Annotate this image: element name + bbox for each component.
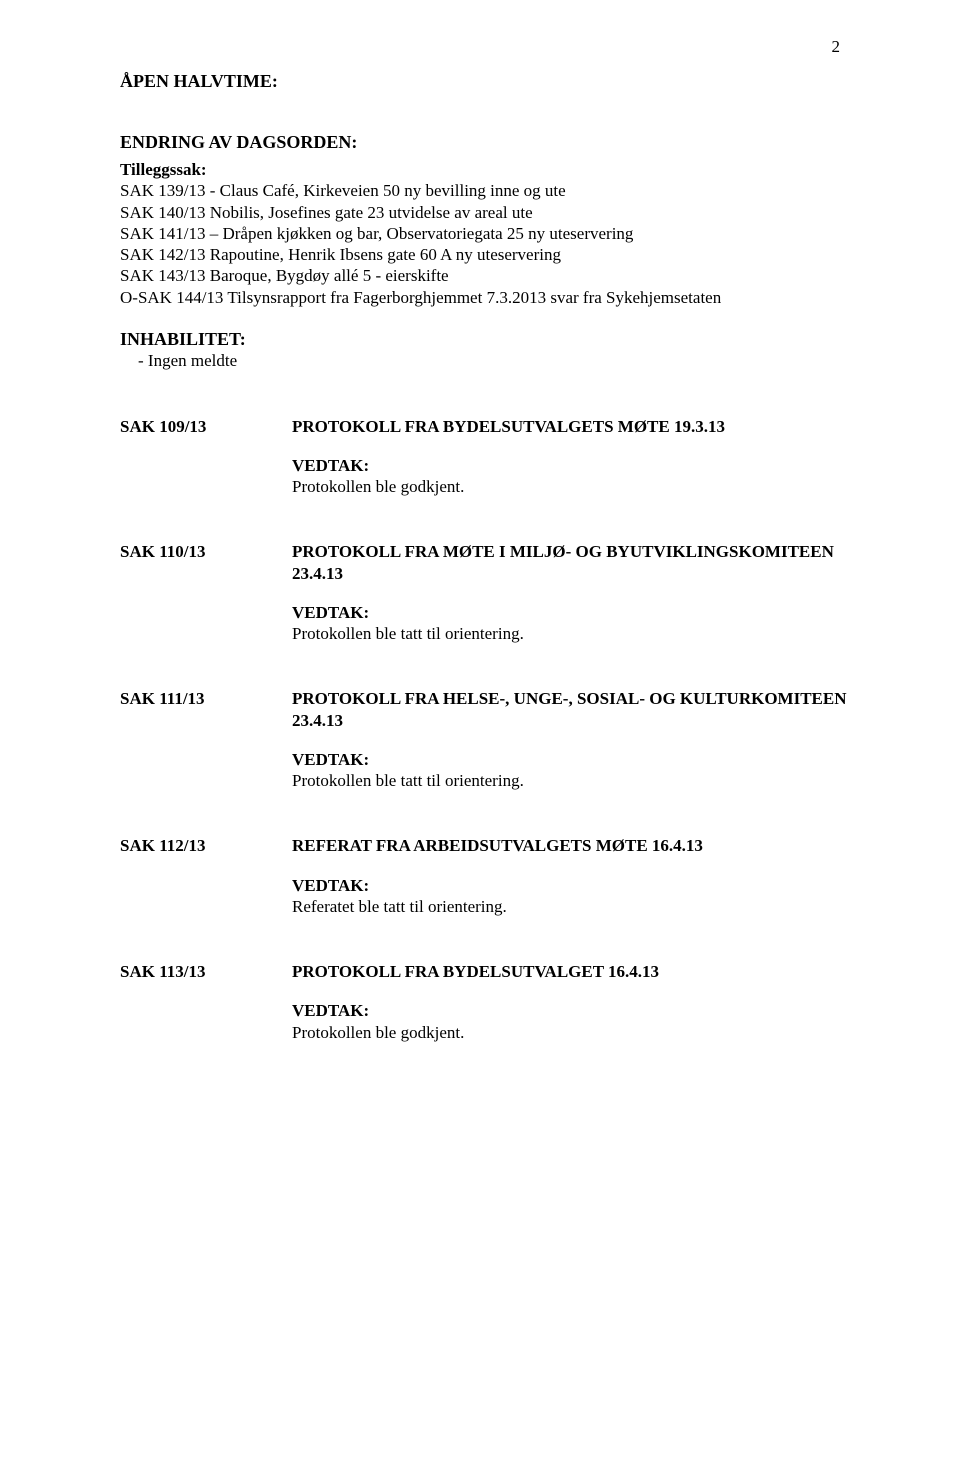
vedtak-block: VEDTAK: Protokollen ble godkjent. bbox=[292, 455, 850, 498]
inhabilitet-label: INHABILITET: bbox=[120, 328, 850, 351]
vedtak-block: VEDTAK: Referatet ble tatt til orienteri… bbox=[292, 875, 850, 918]
sak-row: SAK 110/13 PROTOKOLL FRA MØTE I MILJØ- O… bbox=[120, 541, 850, 584]
page-number: 2 bbox=[832, 36, 841, 57]
vedtak-block: VEDTAK: Protokollen ble tatt til oriente… bbox=[292, 602, 850, 645]
sak-title: PROTOKOLL FRA BYDELSUTVALGET 16.4.13 bbox=[292, 961, 659, 982]
vedtak-text: Referatet ble tatt til orientering. bbox=[292, 896, 850, 917]
sak-id: SAK 110/13 bbox=[120, 541, 292, 562]
sak-row: SAK 112/13 REFERAT FRA ARBEIDSUTVALGETS … bbox=[120, 835, 850, 856]
inhabilitet-text: Ingen meldte bbox=[150, 350, 850, 371]
sak-row: SAK 111/13 PROTOKOLL FRA HELSE-, UNGE-, … bbox=[120, 688, 850, 731]
sak-row: SAK 109/13 PROTOKOLL FRA BYDELSUTVALGETS… bbox=[120, 416, 850, 437]
sak-block: SAK 111/13 PROTOKOLL FRA HELSE-, UNGE-, … bbox=[120, 688, 850, 791]
vedtak-text: Protokollen ble tatt til orientering. bbox=[292, 770, 850, 791]
tillegg-line: SAK 140/13 Nobilis, Josefines gate 23 ut… bbox=[120, 202, 850, 223]
sak-block: SAK 110/13 PROTOKOLL FRA MØTE I MILJØ- O… bbox=[120, 541, 850, 644]
vedtak-label: VEDTAK: bbox=[292, 602, 850, 623]
sak-title: PROTOKOLL FRA BYDELSUTVALGETS MØTE 19.3.… bbox=[292, 416, 725, 437]
vedtak-text: Protokollen ble godkjent. bbox=[292, 476, 850, 497]
sak-block: SAK 109/13 PROTOKOLL FRA BYDELSUTVALGETS… bbox=[120, 416, 850, 498]
sak-id: SAK 111/13 bbox=[120, 688, 292, 709]
sak-block: SAK 113/13 PROTOKOLL FRA BYDELSUTVALGET … bbox=[120, 961, 850, 1043]
heading-agenda-change: ENDRING AV DAGSORDEN: bbox=[120, 131, 850, 154]
sak-id: SAK 112/13 bbox=[120, 835, 292, 856]
tillegg-line: SAK 143/13 Baroque, Bygdøy allé 5 - eier… bbox=[120, 265, 850, 286]
sak-title: PROTOKOLL FRA HELSE-, UNGE-, SOSIAL- OG … bbox=[292, 688, 850, 731]
vedtak-block: VEDTAK: Protokollen ble godkjent. bbox=[292, 1000, 850, 1043]
tilleggssak-label: Tilleggssak: bbox=[120, 159, 850, 180]
sak-title: PROTOKOLL FRA MØTE I MILJØ- OG BYUTVIKLI… bbox=[292, 541, 850, 584]
vedtak-text: Protokollen ble tatt til orientering. bbox=[292, 623, 850, 644]
vedtak-block: VEDTAK: Protokollen ble tatt til oriente… bbox=[292, 749, 850, 792]
sak-row: SAK 113/13 PROTOKOLL FRA BYDELSUTVALGET … bbox=[120, 961, 850, 982]
vedtak-text: Protokollen ble godkjent. bbox=[292, 1022, 850, 1043]
vedtak-label: VEDTAK: bbox=[292, 875, 850, 896]
heading-open-halftime: ÅPEN HALVTIME: bbox=[120, 70, 850, 93]
tillegg-line: SAK 142/13 Rapoutine, Henrik Ibsens gate… bbox=[120, 244, 850, 265]
sak-id: SAK 113/13 bbox=[120, 961, 292, 982]
tillegg-line: SAK 139/13 - Claus Café, Kirkeveien 50 n… bbox=[120, 180, 850, 201]
sak-block: SAK 112/13 REFERAT FRA ARBEIDSUTVALGETS … bbox=[120, 835, 850, 917]
sak-title: REFERAT FRA ARBEIDSUTVALGETS MØTE 16.4.1… bbox=[292, 835, 703, 856]
document-page: 2 ÅPEN HALVTIME: ENDRING AV DAGSORDEN: T… bbox=[0, 0, 960, 1483]
tillegg-list: SAK 139/13 - Claus Café, Kirkeveien 50 n… bbox=[120, 180, 850, 308]
tillegg-line: O-SAK 144/13 Tilsynsrapport fra Fagerbor… bbox=[120, 287, 850, 308]
sak-id: SAK 109/13 bbox=[120, 416, 292, 437]
tillegg-line: SAK 141/13 – Dråpen kjøkken og bar, Obse… bbox=[120, 223, 850, 244]
vedtak-label: VEDTAK: bbox=[292, 1000, 850, 1021]
vedtak-label: VEDTAK: bbox=[292, 749, 850, 770]
vedtak-label: VEDTAK: bbox=[292, 455, 850, 476]
